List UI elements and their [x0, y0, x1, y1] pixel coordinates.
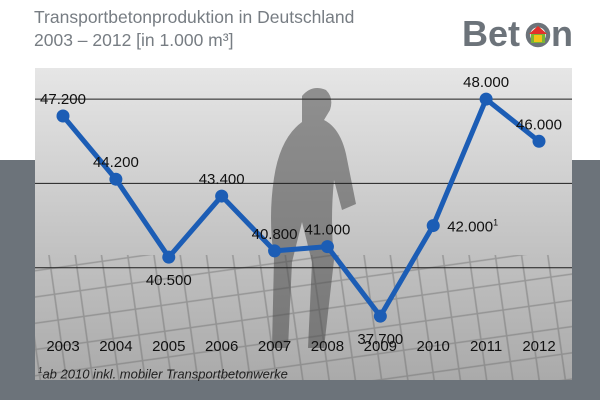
data-label-2005: 40.500: [146, 272, 192, 289]
x-tick-label-2006: 2006: [205, 338, 238, 355]
chart-title: Transportbetonproduktion in Deutschland: [34, 7, 355, 27]
house-in-o-icon: [525, 22, 551, 48]
series-line: [61, 96, 541, 319]
footnote-marker: 1: [38, 366, 43, 375]
x-tick-label-2011: 2011: [470, 338, 502, 355]
x-tick-label-2008: 2008: [311, 338, 344, 355]
data-label-2012: 46.000: [516, 116, 562, 133]
data-point-2008: [320, 240, 334, 254]
x-tick-label-2007: 2007: [258, 338, 291, 355]
data-label-2008: 41.000: [304, 222, 350, 239]
footnote-text: ab 2010 inkl. mobiler Transportbetonwerk…: [42, 366, 288, 382]
beton-logo: Bet n: [462, 13, 573, 54]
x-tick-label-2010: 2010: [417, 338, 450, 355]
logo-text-right: n: [551, 13, 573, 54]
data-point-2011: [479, 92, 493, 106]
data-label-2010: 42.0001: [447, 218, 498, 236]
data-point-2012: [532, 134, 546, 148]
data-point-2004: [109, 172, 123, 186]
data-label-2004: 44.200: [93, 154, 139, 171]
data-label-2011: 48.000: [463, 74, 509, 91]
worker-silhouette: [271, 88, 356, 348]
data-point-2006: [215, 189, 229, 203]
logo-text-left: Bet: [462, 13, 520, 54]
data-point-2003: [56, 109, 70, 123]
data-label-2009: 37.700: [357, 331, 403, 348]
x-tick-label-2005: 2005: [152, 338, 185, 355]
chart-subtitle: 2003 – 2012 [in 1.000 m³]: [34, 30, 234, 50]
data-label-2007: 40.800: [252, 226, 298, 243]
photo-background: [35, 68, 572, 380]
data-label-2006: 43.400: [199, 171, 245, 188]
x-tick-label-2004: 2004: [99, 338, 132, 355]
footnote-mark: 1: [493, 218, 498, 228]
x-tick-label-2003: 2003: [46, 338, 79, 355]
data-point-2009: [373, 309, 387, 323]
data-label-2003: 47.200: [40, 91, 86, 108]
data-point-2005: [162, 250, 176, 264]
data-point-2007: [268, 244, 282, 258]
x-tick-label-2009: 2009: [364, 338, 397, 355]
chart-footnote: 1ab 2010 inkl. mobiler Transportbetonwer…: [38, 366, 288, 381]
x-tick-label-2012: 2012: [522, 338, 555, 355]
data-point-2010: [426, 219, 440, 233]
